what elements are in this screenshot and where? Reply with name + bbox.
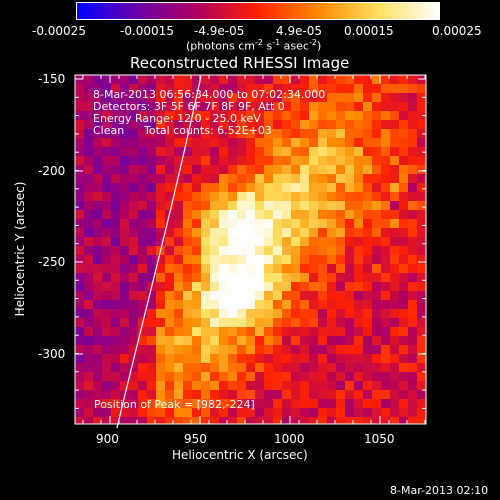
heatmap-image: [75, 75, 426, 424]
colorbar: [76, 2, 440, 20]
footer-timestamp: 8-Mar-2013 02:10: [390, 484, 489, 497]
plot-title: Reconstructed RHESSI Image: [130, 54, 350, 72]
solar-limb-line: [116, 75, 202, 429]
y-axis-label: Heliocentric Y (arcsec): [13, 181, 27, 317]
y-tick-label: -250: [38, 255, 66, 269]
colorbar-tick-3: -4.9e-05: [194, 24, 245, 38]
colorbar-tick-2: -0.00015: [120, 24, 174, 38]
overlay-detectors: Detectors: 3F 5F 6F 7F 8F 9F, Att 0: [93, 100, 285, 113]
colorbar-tick-4: 4.9e-05: [276, 24, 323, 38]
colorbar-tick-5: 0.00015: [344, 24, 394, 38]
overlay-energy-range: Energy Range: 12.0 - 25.0 keV: [93, 112, 261, 125]
y-tick-label: -300: [38, 347, 66, 361]
x-tick-label: 1000: [274, 432, 305, 446]
colorbar-tick-6: 0.00025: [432, 24, 482, 38]
colorbar-unit-label: (photons cm-2 s-1 asec-2): [186, 38, 322, 53]
y-tick-label: -200: [38, 164, 66, 178]
plot-frame: [74, 74, 427, 425]
overlay-total-counts: Total counts: 6.52E+03: [144, 124, 272, 137]
x-tick-label: 900: [96, 432, 119, 446]
x-tick-label: 1050: [364, 432, 395, 446]
overlay-peak-position: Position of Peak = [982,-224]: [94, 398, 255, 411]
colorbar-tick-1: -0.00025: [32, 24, 86, 38]
overlay-time-range: 8-Mar-2013 06:56:34.000 to 07:02:34.000: [93, 88, 326, 101]
axis-ticks: [75, 75, 426, 424]
overlay-method: Clean: [93, 124, 125, 137]
x-axis-label: Heliocentric X (arcsec): [172, 448, 308, 462]
y-tick-label: -150: [38, 72, 66, 86]
x-tick-label: 950: [184, 432, 207, 446]
